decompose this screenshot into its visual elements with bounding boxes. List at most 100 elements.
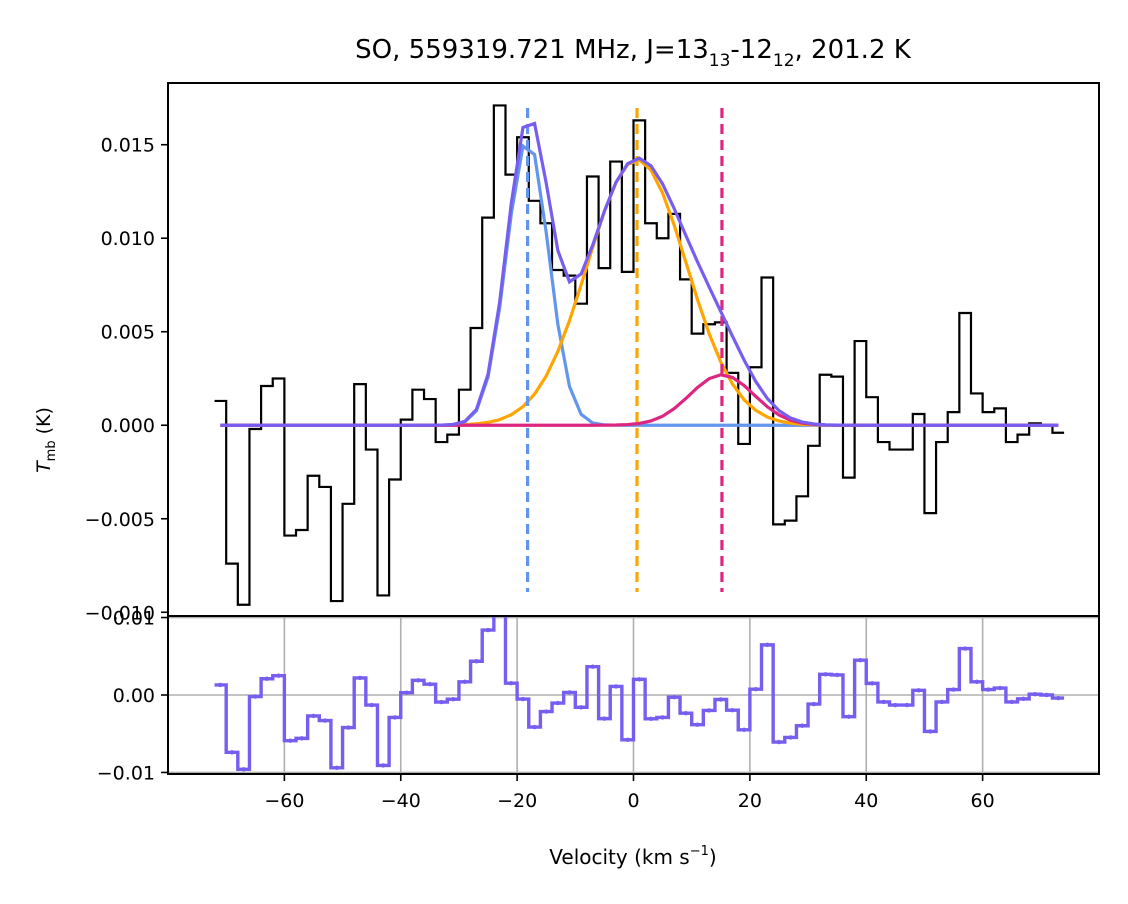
residual-x-tick-label: −60	[264, 790, 304, 812]
residual-point	[369, 702, 374, 708]
residual-point	[683, 710, 689, 716]
residual-point	[1032, 692, 1038, 697]
residual-point	[555, 700, 561, 706]
residual-point	[893, 702, 898, 708]
residual-point	[1021, 696, 1026, 702]
residual-point	[986, 687, 991, 692]
residual-point	[997, 685, 1003, 691]
residual-y-tick-label: 0.01	[113, 608, 155, 630]
residual-point	[311, 713, 316, 719]
main-y-tick-label: 0.005	[101, 322, 155, 344]
fit-component-2-line	[220, 158, 1059, 427]
residual-point	[706, 708, 712, 713]
observed-spectrum-line	[214, 104, 1065, 606]
residual-point	[765, 642, 770, 648]
residual-point	[637, 677, 642, 682]
residual-point	[404, 690, 409, 695]
residual-point	[346, 725, 351, 730]
residual-point	[881, 699, 886, 705]
residual-point	[753, 686, 758, 692]
main-plot-marks	[214, 104, 1065, 606]
residual-x-tick-label: 60	[971, 790, 995, 812]
residual-point	[381, 763, 386, 768]
residual-point	[322, 718, 328, 723]
main-y-tick-label: 0.015	[101, 135, 155, 157]
main-y-tick-label: −0.005	[85, 509, 155, 531]
residual-point	[672, 695, 677, 700]
residual-point	[218, 682, 223, 688]
residual-point	[602, 716, 607, 721]
residual-point	[788, 735, 793, 740]
residual-point	[264, 676, 270, 681]
residual-line	[214, 616, 1065, 772]
residual-point	[776, 739, 782, 745]
residual-point	[625, 737, 630, 743]
residual-point	[416, 678, 421, 683]
residual-point	[869, 681, 875, 686]
residual-plot-frame	[167, 615, 1100, 775]
fit-component-1-line	[220, 143, 1059, 427]
residual-point	[846, 714, 851, 719]
residual-x-tick-label: 40	[854, 790, 878, 812]
residual-point	[590, 664, 595, 669]
residual-point	[276, 673, 281, 678]
main-y-tick-label: 0.010	[101, 228, 155, 250]
residual-x-tick-label: −20	[497, 790, 537, 812]
residual-point	[1044, 692, 1049, 698]
residual-point	[695, 722, 700, 727]
residual-point	[544, 709, 549, 714]
residual-point	[916, 688, 921, 693]
x-axis-label: Velocity (km s−1)	[549, 844, 716, 869]
residual-point	[974, 679, 980, 685]
total-fit-line	[220, 121, 1059, 427]
residual-point	[450, 697, 456, 702]
chart-title: SO, 559319.721 MHz, J=1313-1212, 201.2 K	[355, 35, 912, 71]
residual-x-tick-label: 20	[738, 790, 762, 812]
residual-point	[939, 699, 945, 705]
residual-point	[485, 627, 491, 633]
residual-plot-marks	[214, 616, 1065, 772]
residual-y-ticks: −0.01 0.00 0.01	[97, 608, 168, 784]
residual-point	[253, 694, 258, 699]
residual-point	[229, 750, 235, 755]
residual-point	[299, 736, 305, 741]
residual-point	[287, 738, 293, 743]
residual-point	[741, 727, 747, 732]
residual-point	[520, 696, 526, 702]
y-axis-label: Tmb (K)	[33, 407, 59, 473]
residual-point	[1009, 699, 1014, 705]
residual-point	[730, 708, 735, 713]
residual-point	[439, 699, 444, 705]
residual-point	[509, 680, 514, 686]
residual-point	[962, 646, 968, 651]
residual-x-tick-label: −40	[381, 790, 421, 812]
residual-point	[800, 723, 805, 728]
residual-point	[427, 681, 433, 687]
residual-point	[532, 724, 537, 730]
residual-point	[392, 715, 398, 720]
residual-y-tick-label: −0.01	[97, 762, 155, 784]
main-y-tick-label: −0.010	[85, 602, 155, 624]
fit-component-3-line	[220, 373, 1059, 427]
residual-point	[811, 701, 817, 707]
residual-point	[357, 675, 363, 681]
residual-point	[834, 672, 840, 678]
residual-x-tick-label: 0	[627, 790, 639, 812]
residual-point	[474, 659, 479, 664]
residual-y-tick-label: 0.00	[113, 685, 155, 707]
residual-point	[718, 697, 723, 702]
residual-point	[904, 702, 910, 708]
residual-point	[1056, 695, 1061, 701]
residual-point	[613, 684, 619, 689]
residual-point	[241, 767, 246, 772]
residual-point	[858, 657, 863, 663]
main-y-ticks: −0.010 −0.005 0.000 0.005 0.010 0.015	[85, 135, 168, 624]
residual-point	[928, 729, 933, 734]
residual-x-ticks: −60 −40 −20 0 20 40 60	[264, 774, 995, 812]
residual-point	[578, 705, 584, 710]
main-y-tick-label: 0.000	[101, 415, 155, 437]
residual-point	[567, 690, 572, 695]
residual-point	[462, 679, 467, 685]
residual-point	[660, 715, 665, 720]
